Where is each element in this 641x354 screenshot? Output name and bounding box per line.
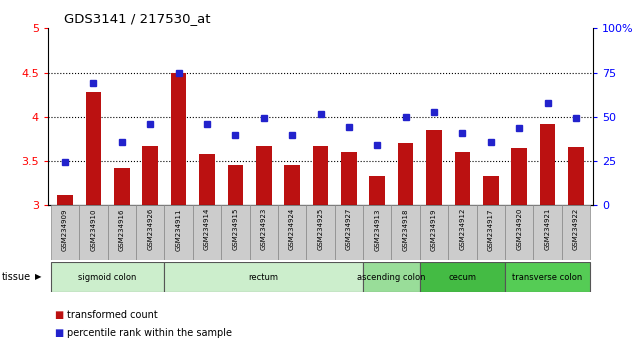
Bar	[193, 205, 221, 260]
Text: GSM234918: GSM234918	[403, 208, 408, 251]
Bar	[476, 205, 505, 260]
Bar	[165, 205, 193, 260]
Text: GSM234916: GSM234916	[119, 208, 125, 251]
Text: GDS3141 / 217530_at: GDS3141 / 217530_at	[64, 12, 211, 25]
Text: GSM234924: GSM234924	[289, 208, 295, 250]
Text: GSM234921: GSM234921	[544, 208, 551, 250]
Bar	[79, 205, 108, 260]
Text: GSM234910: GSM234910	[90, 208, 97, 251]
Bar	[533, 205, 562, 260]
Bar	[171, 74, 187, 205]
Bar	[512, 148, 527, 205]
Text: GSM234909: GSM234909	[62, 208, 68, 251]
Text: cecum: cecum	[449, 273, 476, 281]
Bar	[335, 205, 363, 260]
Text: tissue: tissue	[1, 272, 30, 282]
Bar	[108, 205, 136, 260]
Text: GSM234917: GSM234917	[488, 208, 494, 251]
Bar	[313, 146, 328, 205]
Bar	[165, 262, 363, 292]
Text: GSM234911: GSM234911	[176, 208, 181, 251]
Text: sigmoid colon: sigmoid colon	[78, 273, 137, 281]
Bar	[249, 205, 278, 260]
Text: GSM234919: GSM234919	[431, 208, 437, 251]
Text: GSM234925: GSM234925	[317, 208, 324, 250]
Text: GSM234912: GSM234912	[460, 208, 465, 250]
Bar	[57, 195, 73, 205]
Bar	[540, 124, 555, 205]
Text: GSM234913: GSM234913	[374, 208, 380, 251]
Bar	[398, 143, 413, 205]
Text: GSM234923: GSM234923	[261, 208, 267, 250]
Text: rectum: rectum	[249, 273, 279, 281]
Bar	[341, 152, 356, 205]
Bar	[136, 205, 165, 260]
Bar	[51, 262, 165, 292]
Bar	[392, 205, 420, 260]
Bar	[420, 262, 505, 292]
Text: GSM234927: GSM234927	[346, 208, 352, 250]
Bar	[562, 205, 590, 260]
Bar	[420, 205, 448, 260]
Bar	[278, 205, 306, 260]
Text: GSM234915: GSM234915	[233, 208, 238, 250]
Bar	[221, 205, 249, 260]
Text: ■: ■	[54, 328, 63, 338]
Text: ▶: ▶	[35, 273, 41, 281]
Bar	[142, 146, 158, 205]
Bar	[285, 165, 300, 205]
Bar	[363, 205, 392, 260]
Bar	[448, 205, 476, 260]
Bar	[369, 176, 385, 205]
Text: transformed count: transformed count	[67, 310, 158, 320]
Text: GSM234926: GSM234926	[147, 208, 153, 250]
Bar	[228, 165, 243, 205]
Bar	[363, 262, 420, 292]
Bar	[505, 262, 590, 292]
Text: GSM234920: GSM234920	[516, 208, 522, 250]
Text: ascending colon: ascending colon	[357, 273, 426, 281]
Bar	[199, 154, 215, 205]
Text: transverse colon: transverse colon	[512, 273, 583, 281]
Bar	[568, 147, 584, 205]
Text: GSM234922: GSM234922	[573, 208, 579, 250]
Bar	[51, 205, 79, 260]
Text: GSM234914: GSM234914	[204, 208, 210, 250]
Bar	[86, 92, 101, 205]
Bar	[114, 168, 129, 205]
Bar	[505, 205, 533, 260]
Text: ■: ■	[54, 310, 63, 320]
Bar	[483, 176, 499, 205]
Bar	[256, 146, 272, 205]
Bar	[426, 130, 442, 205]
Bar	[306, 205, 335, 260]
Text: percentile rank within the sample: percentile rank within the sample	[67, 328, 232, 338]
Bar	[454, 152, 470, 205]
